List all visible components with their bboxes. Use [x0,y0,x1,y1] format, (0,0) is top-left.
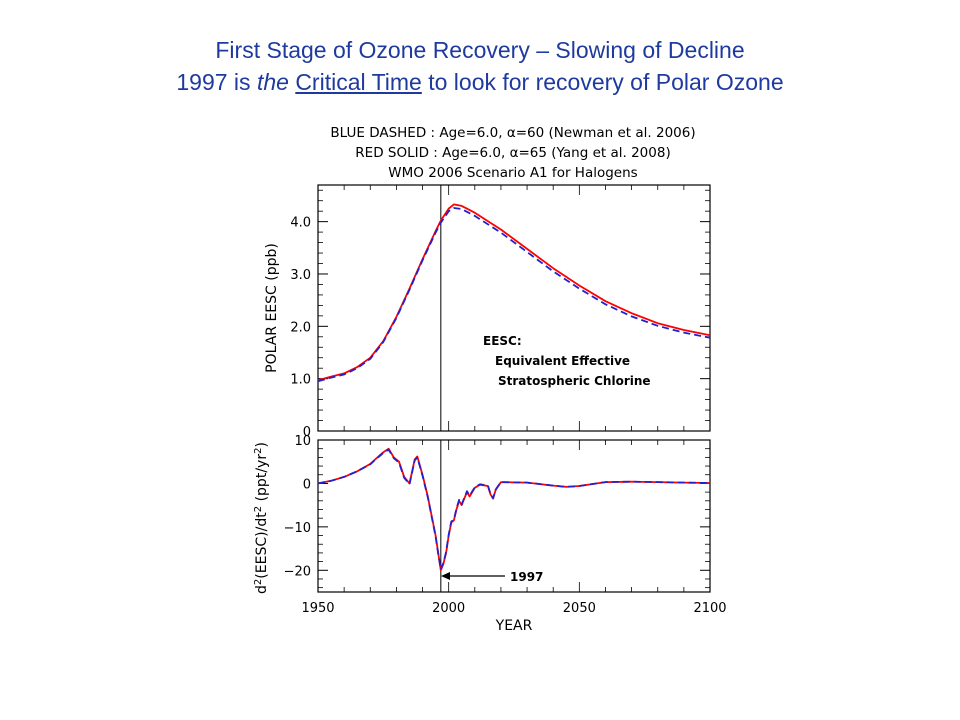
annotation-1997: 1997 [510,570,543,584]
bottom-blue-dashed-series [317,448,711,571]
top-panel-minor-ticks [318,185,710,431]
bottom-x-tick-label: 2050 [563,601,596,616]
bottom-y-tick-label: 10 [294,434,311,449]
bottom-panel-y-ticks: 10 0 −10 −20 [284,434,710,579]
top-y-tick-label: 3.0 [290,268,311,283]
top-panel-y-ticks: 0 1.0 2.0 3.0 4.0 [290,216,710,440]
bottom-y-tick-label: −20 [284,564,311,579]
chart-header-line-2: RED SOLID : Age=6.0, α=65 (Yang et al. 2… [355,145,670,161]
eesc-annotation-line-1: EESC: [483,334,522,348]
bottom-panel-minor-ticks [318,440,710,592]
eesc-annotation-line-3: Stratospheric Chlorine [498,374,651,388]
slide-title-line2: 1997 is the Critical Time to look for re… [0,67,960,97]
bottom-panel-series [317,447,711,572]
top-y-tick-label: 1.0 [290,373,311,388]
bottom-panel-y-axis-label: d2(EESC)/dt2 (ppt/yr2) [253,442,271,594]
x-axis-label: YEAR [495,618,533,634]
bottom-panel-frame [317,439,711,593]
slide-title-line1: First Stage of Ozone Recovery – Slowing … [215,37,745,63]
bottom-red-solid-series [317,447,711,572]
bottom-panel-x-ticks: 1950 2000 2050 2100 [301,601,726,616]
top-panel-frame [317,184,711,432]
bottom-x-tick-label: 2100 [693,601,726,616]
top-y-tick-label: 4.0 [290,216,311,231]
bottom-y-tick-label: 0 [303,477,311,492]
bottom-y-tick-label: −10 [284,521,311,536]
arrow-1997-head [441,572,450,580]
top-panel-series [317,203,711,383]
title-italic: the [256,69,289,95]
title-underlined: Critical Time [295,69,422,95]
eesc-annotation-line-2: Equivalent Effective [495,354,630,368]
chart-header-line-3: WMO 2006 Scenario A1 for Halogens [388,165,637,181]
top-y-tick-label: 2.0 [290,320,311,335]
chart-header-line-1: BLUE DASHED : Age=6.0, α=60 (Newman et a… [330,125,695,141]
title-part3: to look for recovery of Polar Ozone [421,69,784,95]
bottom-x-tick-label: 2000 [432,601,465,616]
bottom-x-tick-label: 1950 [301,601,334,616]
top-y-tick-label: 0 [303,425,311,440]
title-part1: 1997 is [176,69,257,95]
top-panel-y-axis-label: POLAR EESC (ppb) [264,243,280,373]
